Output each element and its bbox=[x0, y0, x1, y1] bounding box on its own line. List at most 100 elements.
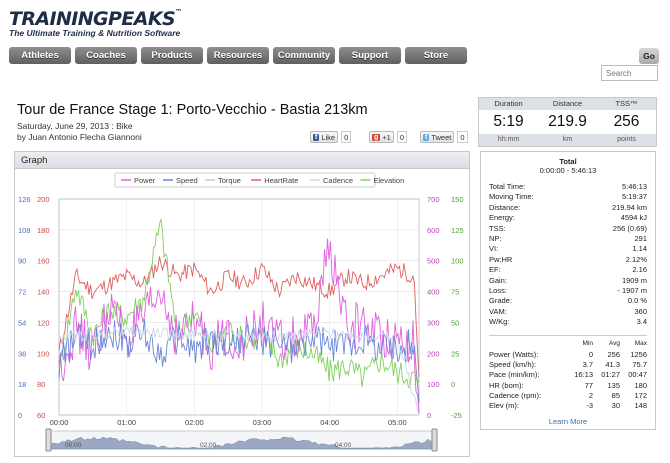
tick-label: 108 bbox=[18, 226, 31, 235]
workout-chart[interactable]: Power Speed Torque HeartRate Cadence Elevatio… bbox=[15, 169, 469, 456]
nav-resources[interactable]: Resources bbox=[207, 47, 269, 64]
tick-label: 100 bbox=[451, 257, 464, 266]
google-plus-button[interactable]: g +1 bbox=[369, 131, 394, 143]
nav-athletes[interactable]: Athletes bbox=[9, 47, 71, 64]
graph-title: Graph bbox=[15, 152, 469, 169]
mm-label: HR (bom): bbox=[489, 380, 524, 390]
facebook-like-button[interactable]: f Like bbox=[310, 131, 339, 143]
tick-label: 200 bbox=[37, 195, 50, 204]
series-line-speed bbox=[58, 318, 420, 403]
detail-row: Energy: 4594 kJ bbox=[489, 213, 647, 223]
overview-tick: 04:00 bbox=[335, 442, 352, 449]
mm-max: 148 bbox=[634, 401, 647, 411]
twitter-icon: t bbox=[423, 133, 430, 141]
overview-tick: 00:00 bbox=[65, 442, 82, 449]
tick-label: 140 bbox=[37, 288, 50, 297]
distance-stat: Distance 219.9 km bbox=[538, 98, 597, 146]
detail-label: NP: bbox=[489, 233, 502, 243]
search-input[interactable] bbox=[601, 65, 658, 81]
legend-item: Power bbox=[134, 176, 156, 185]
overview-area bbox=[48, 436, 435, 450]
learn-more-link[interactable]: Learn More bbox=[548, 416, 588, 426]
nav-coaches[interactable]: Coaches bbox=[75, 47, 137, 64]
legend-item: HeartRate bbox=[264, 176, 298, 185]
series-line-elevation bbox=[58, 218, 420, 388]
plus-count: 0 bbox=[396, 131, 408, 143]
nav-support[interactable]: Support bbox=[339, 47, 401, 64]
go-button[interactable]: Go bbox=[639, 48, 659, 64]
range-handle-left bbox=[45, 428, 52, 452]
mm-max: 172 bbox=[634, 390, 647, 400]
tick-label: 80 bbox=[37, 380, 45, 389]
detail-value: 2.16 bbox=[632, 265, 647, 275]
detail-value: 1909 m bbox=[621, 275, 647, 285]
mm-label: Speed (km/h): bbox=[489, 360, 537, 370]
legend-item: Elevation bbox=[373, 176, 404, 185]
workout-author: by Juan Antonio Flecha Giannoni bbox=[17, 132, 142, 142]
tick-label: 700 bbox=[427, 195, 440, 204]
detail-label: VAM: bbox=[489, 306, 507, 316]
detail-label: Gain: bbox=[489, 275, 507, 285]
tick-label: 36 bbox=[18, 349, 26, 358]
tick-label: 180 bbox=[37, 226, 50, 235]
tick-label: 0 bbox=[18, 411, 22, 420]
mm-avg: 85 bbox=[611, 390, 620, 400]
nav-community[interactable]: Community bbox=[273, 47, 335, 64]
tweet-button[interactable]: t Tweet bbox=[420, 131, 455, 143]
tick-label: 25 bbox=[451, 349, 459, 358]
mm-min: 3.7 bbox=[582, 360, 593, 370]
plot-area bbox=[58, 198, 420, 416]
detail-value: 291 bbox=[634, 233, 647, 243]
mm-min: -3 bbox=[586, 401, 593, 411]
detail-value: 5:19:37 bbox=[621, 192, 647, 202]
tss-stat: TSS™ 256 points bbox=[597, 98, 656, 146]
detail-value: 1.14 bbox=[632, 244, 647, 254]
x-tick-label: 02:00 bbox=[185, 418, 204, 427]
mm-min: 2 bbox=[588, 390, 593, 400]
legend-item: Speed bbox=[176, 176, 198, 185]
mm-max: 180 bbox=[634, 380, 647, 390]
mm-label: Cadence (rpm): bbox=[489, 390, 542, 400]
detail-value: 219.94 km bbox=[611, 202, 647, 212]
tick-label: 300 bbox=[427, 318, 440, 327]
logo[interactable]: TRAININGPEAKS™ The Ultimate Training & N… bbox=[9, 8, 182, 38]
detail-range: 0:00:00 - 5:46:13 bbox=[539, 166, 597, 175]
mm-row: Speed (km/h): 3.7 41.3 75.7 bbox=[489, 360, 647, 370]
detail-row: W/Kg: 3.4 bbox=[489, 317, 647, 327]
mm-label: Power (Watts): bbox=[489, 349, 539, 359]
tick-label: 400 bbox=[427, 288, 440, 297]
tick-label: 120 bbox=[37, 318, 50, 327]
mm-row: Power (Watts): 0 256 1256 bbox=[489, 350, 647, 360]
x-tick-label: 04:00 bbox=[320, 418, 339, 427]
tick-label: 60 bbox=[37, 411, 45, 420]
detail-row: TSS: 256 (0.69) bbox=[489, 224, 647, 234]
mm-min: 16:13 bbox=[574, 370, 593, 380]
detail-value: - 1907 m bbox=[617, 285, 647, 295]
graph-panel: Graph Power Speed Torque HeartRate Cadence El… bbox=[14, 151, 470, 457]
series-line-heartrate bbox=[58, 256, 420, 378]
tick-label: 0 bbox=[451, 380, 455, 389]
nav-store[interactable]: Store bbox=[405, 47, 467, 64]
logo-text: TRAININGPEAKS™ bbox=[9, 8, 182, 30]
workout-title: Tour de France Stage 1: Porto-Vecchio - … bbox=[17, 102, 368, 118]
tick-label: 600 bbox=[427, 226, 440, 235]
nav-products[interactable]: Products bbox=[141, 47, 203, 64]
detail-value: 3.4 bbox=[636, 317, 647, 327]
min-avg-max-table: Min Avg Max Power (Watts): 0 256 1256 Speed … bbox=[489, 335, 647, 411]
tick-label: 100 bbox=[37, 349, 50, 358]
detail-value: 4594 kJ bbox=[620, 213, 647, 223]
main-nav: Athletes Coaches Products Resources Comm… bbox=[9, 47, 467, 64]
mm-avg: 41.3 bbox=[605, 360, 620, 370]
tagline: The Ultimate Training & Nutrition Softwa… bbox=[9, 28, 181, 38]
duration-stat: Duration 5:19 hh:mm bbox=[479, 98, 538, 146]
tick-label: 72 bbox=[18, 288, 26, 297]
mm-row: Cadence (rpm): 2 85 172 bbox=[489, 391, 647, 401]
tick-label: -25 bbox=[451, 411, 462, 420]
overview-tick: 02:00 bbox=[200, 442, 217, 449]
mm-min: 77 bbox=[584, 380, 593, 390]
google-plus-icon: g bbox=[372, 133, 381, 141]
detail-row: Grade: 0.0 % bbox=[489, 296, 647, 306]
detail-row: Pw:HR 2.12% bbox=[489, 255, 647, 265]
legend-item: Cadence bbox=[323, 176, 353, 185]
tick-label: 150 bbox=[451, 195, 464, 204]
